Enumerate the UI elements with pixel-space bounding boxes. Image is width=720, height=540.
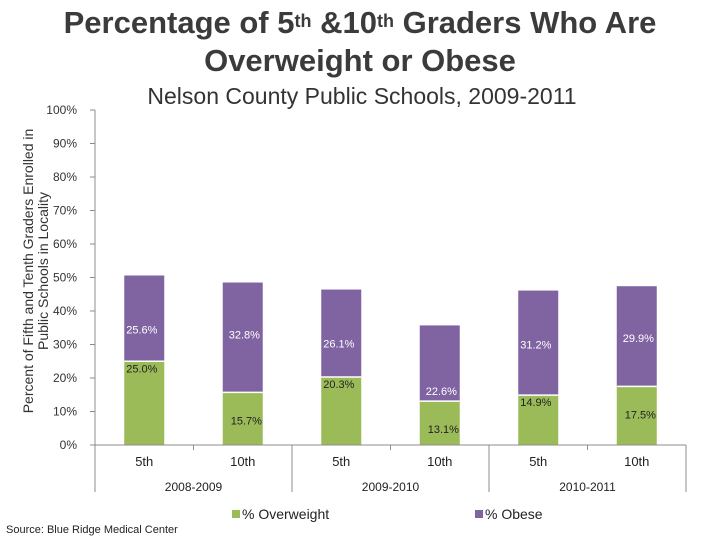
x-group-label: 2009-2010: [362, 480, 420, 494]
x-axis: 5th 10th 5th 10th 5th 10th 2008-2009 2009-2010 2…: [94, 444, 687, 494]
x-tick-label: 10th: [230, 454, 255, 469]
data-label-overweight: 20.3%: [323, 379, 354, 391]
bar-obese: [616, 286, 657, 387]
bar-overweight: [616, 386, 657, 445]
data-label-obese: 32.8%: [229, 330, 260, 342]
y-tick-label: 60%: [53, 237, 77, 251]
y-axis-label: Percent of Fifth and Tenth Graders Enrol…: [20, 129, 51, 414]
x-group-label: 2008-2009: [165, 480, 223, 494]
data-label-obese: 22.6%: [426, 386, 457, 398]
y-tick-label: 0%: [60, 438, 78, 452]
y-tick-label: 40%: [53, 304, 77, 318]
y-tick-label: 100%: [46, 103, 77, 117]
bar-overweight: [419, 401, 460, 445]
legend: % Overweight % Obese: [232, 506, 543, 522]
y-tick-label: 50%: [53, 271, 77, 285]
chart-subtitle: Nelson County Public Schools, 2009-2011: [147, 83, 576, 109]
legend-swatch: [232, 510, 240, 518]
bar-overweight: [222, 392, 263, 445]
x-tick-label: 10th: [427, 454, 452, 469]
data-label-overweight: 14.9%: [520, 397, 551, 409]
y-tick-label: 80%: [53, 170, 77, 184]
data-label-obese: 26.1%: [323, 339, 354, 351]
source-note: Source: Blue Ridge Medical Center: [6, 524, 178, 536]
bar-obese: [419, 325, 460, 402]
x-tick-label: 10th: [624, 454, 649, 469]
data-label-overweight: 17.5%: [625, 409, 656, 421]
data-label-overweight: 13.1%: [428, 424, 459, 436]
bar-overweight: [518, 395, 559, 445]
bar-obese: [124, 275, 165, 362]
data-label-overweight: 15.7%: [231, 415, 262, 427]
data-label-overweight: 25.0%: [126, 363, 157, 375]
y-tick-label: 20%: [53, 371, 77, 385]
y-tick-label: 90%: [53, 137, 77, 151]
chart-title: Percentage of 5th &10th Graders Who Are …: [63, 5, 657, 78]
bar-obese: [518, 290, 559, 396]
y-tick-label: 70%: [53, 204, 77, 218]
legend-swatch: [475, 510, 483, 518]
x-tick-label: 5th: [135, 454, 153, 469]
x-tick-label: 5th: [332, 454, 350, 469]
data-label-obese: 31.2%: [520, 340, 551, 352]
legend-label: % Obese: [485, 506, 543, 522]
y-tick-label: 10%: [53, 405, 77, 419]
y-axis-label-line: Percent of Fifth and Tenth Graders Enrol…: [20, 129, 36, 414]
y-axis: 0% 10% 20% 30% 40% 50% 60% 70% 80% 90% 100%: [46, 103, 96, 452]
bar-obese: [222, 282, 263, 393]
y-tick-label: 30%: [53, 338, 77, 352]
bar-overweight: [124, 361, 165, 445]
bars: 25.0% 25.6% 15.7% 32.8% 20.3% 26.1% 13.1% 22.6%…: [124, 275, 657, 445]
legend-label: % Overweight: [242, 506, 329, 522]
bar-obese: [321, 289, 362, 377]
bar-overweight: [321, 376, 362, 445]
x-group-label: 2010-2011: [559, 480, 616, 494]
x-tick-label: 5th: [529, 454, 547, 469]
data-label-obese: 29.9%: [623, 333, 654, 345]
y-axis-label-line: Public Schools in Locality: [35, 192, 51, 350]
data-label-obese: 25.6%: [126, 324, 157, 336]
